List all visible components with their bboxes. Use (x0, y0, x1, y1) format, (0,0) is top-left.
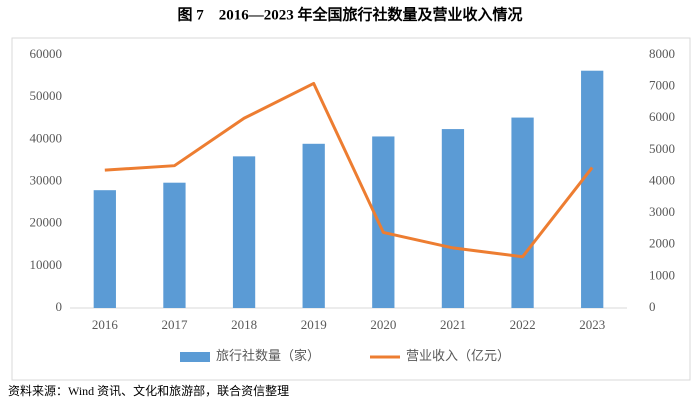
y2-tick-label: 3000 (649, 204, 675, 219)
bar (163, 182, 186, 308)
y2-tick-label: 5000 (649, 141, 675, 156)
bar (302, 143, 325, 308)
x-tick-label: 2021 (440, 317, 466, 332)
y2-tick-label: 8000 (649, 46, 675, 61)
y2-tick-label: 0 (649, 299, 656, 314)
y2-tick-label: 6000 (649, 109, 675, 124)
bar (581, 70, 604, 308)
chart-title: 图 7 2016—2023 年全国旅行社数量及营业收入情况 (177, 5, 522, 23)
bar (93, 190, 116, 308)
y-tick-label: 40000 (30, 130, 63, 145)
x-tick-label: 2016 (92, 317, 119, 332)
legend-swatch (180, 352, 210, 362)
y-tick-label: 20000 (30, 215, 63, 230)
y-tick-label: 0 (56, 299, 63, 314)
bar (232, 156, 256, 308)
bar (372, 136, 395, 308)
x-tick-label: 2023 (579, 317, 605, 332)
y2-tick-label: 7000 (649, 78, 675, 93)
source-note: 资料来源：Wind 资讯、文化和旅游部，联合资信整理 (8, 383, 289, 398)
line (104, 81, 594, 259)
y-tick-label: 30000 (30, 172, 63, 187)
legend-label: 旅行社数量（家） (216, 348, 320, 363)
bar (441, 129, 465, 308)
y-tick-label: 50000 (30, 88, 63, 103)
x-tick-label: 2022 (510, 317, 536, 332)
y-tick-label: 10000 (30, 257, 63, 272)
bar (511, 117, 534, 309)
x-tick-label: 2018 (231, 317, 257, 332)
x-tick-label: 2019 (301, 317, 327, 332)
chart-frame (11, 37, 691, 381)
legend-label: 营业收入（亿元） (406, 348, 510, 363)
y-tick-label: 60000 (30, 46, 63, 61)
y2-tick-label: 1000 (649, 267, 675, 282)
x-tick-label: 2017 (161, 317, 188, 332)
x-tick-label: 2020 (370, 317, 396, 332)
y2-tick-label: 4000 (649, 172, 675, 187)
y2-tick-label: 2000 (649, 236, 675, 251)
